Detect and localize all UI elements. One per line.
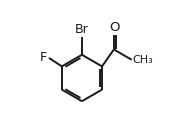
Text: F: F <box>40 51 47 64</box>
Text: O: O <box>110 21 120 34</box>
Text: CH₃: CH₃ <box>132 55 153 65</box>
Text: Br: Br <box>75 23 89 36</box>
